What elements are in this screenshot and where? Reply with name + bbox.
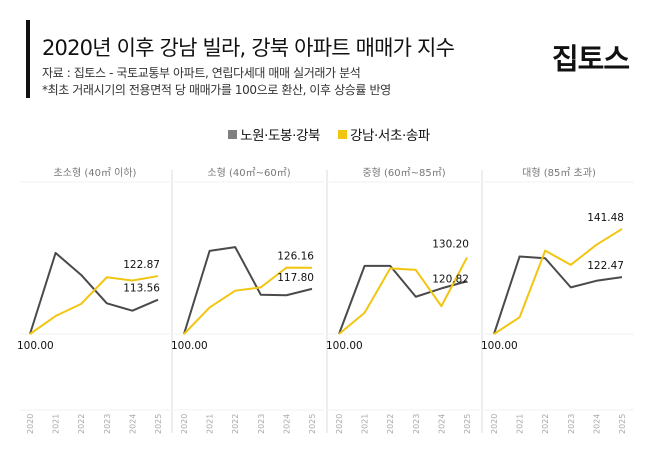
x-tick-label: 2025 bbox=[154, 414, 163, 434]
legend-item-gray: 노원·도봉·강북 bbox=[228, 124, 320, 144]
panel-title: 초소형 (40㎡ 이하) bbox=[54, 166, 137, 179]
legend-label: 노원·도봉·강북 bbox=[240, 128, 320, 144]
x-tick-label: 2021 bbox=[361, 414, 370, 434]
x-tick-label: 2021 bbox=[52, 414, 61, 434]
data-label-start: 100.00 bbox=[481, 340, 518, 352]
x-tick-label: 2024 bbox=[282, 414, 291, 434]
x-tick-label: 2020 bbox=[335, 414, 344, 434]
x-tick-label: 2022 bbox=[386, 414, 395, 434]
data-label-start: 100.00 bbox=[171, 340, 208, 352]
x-tick-label: 2020 bbox=[26, 414, 35, 434]
data-label-gray-end: 117.80 bbox=[277, 272, 314, 284]
series-line-yellow bbox=[493, 228, 623, 335]
legend: 노원·도봉·강북 강남·서초·송파 bbox=[0, 124, 658, 144]
x-tick-label: 2024 bbox=[592, 414, 601, 434]
data-label-yellow-end: 126.16 bbox=[277, 251, 314, 263]
data-label-yellow-end: 141.48 bbox=[587, 212, 624, 224]
series-line-gray bbox=[338, 264, 468, 335]
x-tick-label: 2025 bbox=[463, 414, 472, 434]
series-line-gray bbox=[183, 246, 313, 335]
panel-title: 소형 (40㎡~60㎡) bbox=[207, 167, 290, 179]
data-label-gray-end: 120.82 bbox=[432, 273, 469, 285]
panel-title: 대형 (85㎡ 초과) bbox=[522, 167, 596, 179]
data-label-start: 100.00 bbox=[17, 340, 54, 352]
x-tick-label: 2022 bbox=[77, 414, 86, 434]
legend-label: 강남·서초·송파 bbox=[350, 128, 430, 144]
series-line-yellow bbox=[29, 275, 159, 335]
note-text: *최초 거래시기의 전용면적 당 매매가를 100으로 환산, 이후 상승률 반… bbox=[42, 83, 391, 97]
logo: 집토스 bbox=[552, 42, 630, 76]
title-accent-bar bbox=[26, 20, 30, 98]
panel-title: 중형 (60㎡~85㎡) bbox=[362, 167, 445, 179]
page-title: 2020년 이후 강남 빌라, 강북 아파트 매매가 지수 bbox=[42, 36, 455, 60]
source-text: 자료 : 집토스 - 국토교통부 아파트, 연립다세대 매매 실거래가 분석 bbox=[42, 66, 361, 80]
x-tick-label: 2021 bbox=[516, 414, 525, 434]
x-tick-label: 2024 bbox=[128, 414, 137, 434]
x-tick-label: 2024 bbox=[437, 414, 446, 434]
legend-swatch-yellow bbox=[338, 129, 347, 139]
x-tick-label: 2022 bbox=[231, 414, 240, 434]
x-tick-label: 2023 bbox=[103, 414, 112, 434]
series-line-yellow bbox=[338, 257, 468, 335]
x-tick-label: 2023 bbox=[567, 414, 576, 434]
x-tick-label: 2020 bbox=[490, 414, 499, 434]
data-label-yellow-end: 130.20 bbox=[432, 238, 469, 250]
x-tick-label: 2025 bbox=[618, 414, 627, 434]
x-tick-label: 2022 bbox=[541, 414, 550, 434]
series-line-gray bbox=[493, 255, 623, 335]
legend-swatch-gray bbox=[228, 129, 238, 139]
series-line-yellow bbox=[183, 266, 313, 335]
x-tick-label: 2021 bbox=[206, 414, 215, 434]
data-label-gray-end: 122.47 bbox=[587, 260, 624, 272]
data-label-start: 100.00 bbox=[326, 340, 363, 352]
x-tick-label: 2020 bbox=[180, 414, 189, 434]
x-tick-label: 2025 bbox=[308, 414, 317, 434]
data-label-yellow-end: 122.87 bbox=[123, 259, 160, 271]
x-tick-label: 2023 bbox=[257, 414, 266, 434]
data-label-gray-end: 113.56 bbox=[123, 283, 160, 295]
legend-item-yellow: 강남·서초·송파 bbox=[338, 124, 430, 144]
x-tick-label: 2023 bbox=[412, 414, 421, 434]
